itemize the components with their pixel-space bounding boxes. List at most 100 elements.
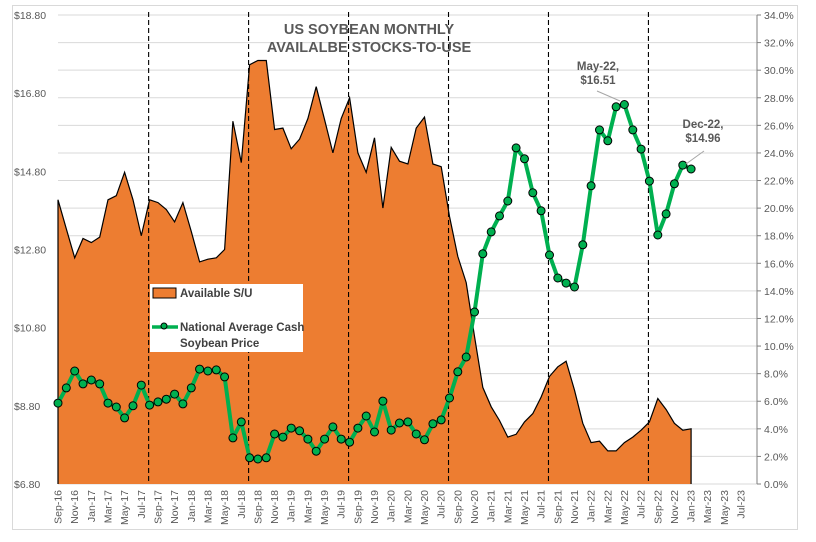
price-point xyxy=(478,249,488,259)
axes xyxy=(756,14,761,485)
x-axis-tick-label: Jan-17 xyxy=(86,490,98,522)
right-axis-tick-labels: 0.0% 2.0% 4.0% 6.0% 8.0% 10.0% 12.0% 14.0% 16.0%… xyxy=(764,10,794,491)
price-point xyxy=(445,393,454,403)
left-axis-tick-label: $12.80 xyxy=(14,245,46,257)
area-outline xyxy=(57,59,692,485)
price-point xyxy=(461,352,471,362)
chart-title-line2: AVAILALBE STOCKS-TO-USE xyxy=(267,40,472,56)
price-point xyxy=(220,372,230,382)
right-axis-tick-label: 4.0% xyxy=(764,424,788,436)
x-axis-tick-label: Nov-19 xyxy=(369,490,381,524)
x-axis-tick-label: Nov-21 xyxy=(569,490,581,524)
right-axis-tick-label: 28.0% xyxy=(764,93,794,105)
price-point xyxy=(395,418,404,428)
price-point xyxy=(619,100,629,109)
price-point xyxy=(420,435,429,445)
legend-label-price-line1: National Average Cash xyxy=(180,322,304,334)
area-fill xyxy=(58,60,692,484)
price-point xyxy=(170,389,180,399)
x-axis-tick-labels: Sep-16 Nov-16 Jan-17 Mar-17 May-17 Jul-17 Sep-… xyxy=(53,490,748,525)
x-axis-tick-label: May-17 xyxy=(119,490,131,525)
line-series-cash-price xyxy=(53,100,696,464)
legend-label-price-line2: Soybean Price xyxy=(180,338,259,350)
x-axis-tick-label: May-18 xyxy=(219,490,231,525)
x-axis-tick-label: May-19 xyxy=(319,490,331,525)
price-point xyxy=(128,401,138,411)
price-point xyxy=(428,419,438,429)
legend-marker-swatch xyxy=(160,322,168,330)
price-point xyxy=(261,453,271,463)
x-axis-tick-label: Jul-23 xyxy=(736,490,748,519)
price-point xyxy=(286,423,296,433)
left-axis-tick-label: $14.80 xyxy=(14,166,46,178)
price-point xyxy=(86,375,96,385)
price-point xyxy=(528,188,538,198)
left-axis-tick-labels: $6.80 $8.80 $10.80 $12.80 $14.80 $16.80 $18.80 xyxy=(14,10,46,491)
price-point xyxy=(636,144,646,154)
price-point xyxy=(686,164,696,174)
right-axis-tick-label: 6.0% xyxy=(764,396,788,408)
price-point xyxy=(328,422,338,432)
price-point xyxy=(195,364,205,374)
price-point xyxy=(628,125,638,135)
price-point xyxy=(603,136,613,146)
price-point xyxy=(436,415,446,425)
x-axis-tick-label: Jul-20 xyxy=(436,490,448,519)
price-point xyxy=(336,434,346,444)
right-axis-tick-label: 0.0% xyxy=(764,479,788,491)
legend-area-swatch xyxy=(152,287,177,299)
x-axis-tick-label: Jul-22 xyxy=(636,490,648,519)
x-axis-tick-label: Jan-18 xyxy=(186,490,198,522)
price-point xyxy=(78,379,88,389)
left-axis-tick-label: $18.80 xyxy=(14,10,46,22)
right-axis-tick-label: 18.0% xyxy=(764,231,794,243)
price-point xyxy=(595,125,604,135)
chart-title-line1: US SOYBEAN MONTHLY xyxy=(284,22,455,38)
annotation-label: $16.51 xyxy=(580,75,616,87)
x-axis-tick-label: Sep-20 xyxy=(452,490,464,524)
x-axis-tick-label: Mar-21 xyxy=(502,490,514,523)
price-point xyxy=(520,154,529,164)
price-point xyxy=(295,426,305,436)
price-point xyxy=(411,429,421,439)
price-point xyxy=(236,417,246,427)
annotation-label: May-22, xyxy=(577,61,619,73)
chart-frame xyxy=(12,5,798,530)
price-point xyxy=(470,307,479,317)
chart-title: US SOYBEAN MONTHLY AVAILALBE STOCKS-TO-U… xyxy=(267,22,472,56)
price-point xyxy=(453,367,463,377)
annotations: May-22, $16.51 Dec-22, $14.96 xyxy=(577,61,723,165)
price-point xyxy=(120,413,130,423)
x-axis-tick-label: Jan-19 xyxy=(286,490,298,522)
left-axis-tick-label: $10.80 xyxy=(14,323,46,335)
price-point xyxy=(661,209,671,219)
price-point xyxy=(553,273,563,283)
price-point xyxy=(136,380,146,390)
right-axis-tick-label: 12.0% xyxy=(764,313,794,325)
price-point xyxy=(211,365,221,375)
price-point xyxy=(311,446,321,456)
price-point xyxy=(611,102,621,112)
x-axis-tick-label: Jan-22 xyxy=(586,490,598,522)
x-axis-tick-label: May-22 xyxy=(619,490,631,525)
x-axis-tick-label: Sep-17 xyxy=(152,490,164,524)
price-point xyxy=(653,230,663,240)
right-axis-tick-label: 14.0% xyxy=(764,286,794,298)
right-axis-tick-label: 22.0% xyxy=(764,176,794,188)
price-point xyxy=(245,453,255,463)
price-point xyxy=(370,427,379,437)
x-axis-tick-label: Nov-17 xyxy=(169,490,181,524)
annotation-leader-line xyxy=(596,90,621,102)
price-point xyxy=(278,432,288,442)
x-axis-tick-label: Jul-18 xyxy=(236,490,248,519)
annotation-label: $14.96 xyxy=(685,133,720,145)
price-point xyxy=(153,397,163,407)
price-point xyxy=(61,383,71,393)
price-point xyxy=(644,176,654,186)
right-axis-tick-label: 24.0% xyxy=(764,148,794,160)
price-point xyxy=(561,278,571,288)
price-point xyxy=(578,240,588,250)
price-point xyxy=(511,143,521,153)
x-axis-tick-label: Sep-19 xyxy=(352,490,364,524)
